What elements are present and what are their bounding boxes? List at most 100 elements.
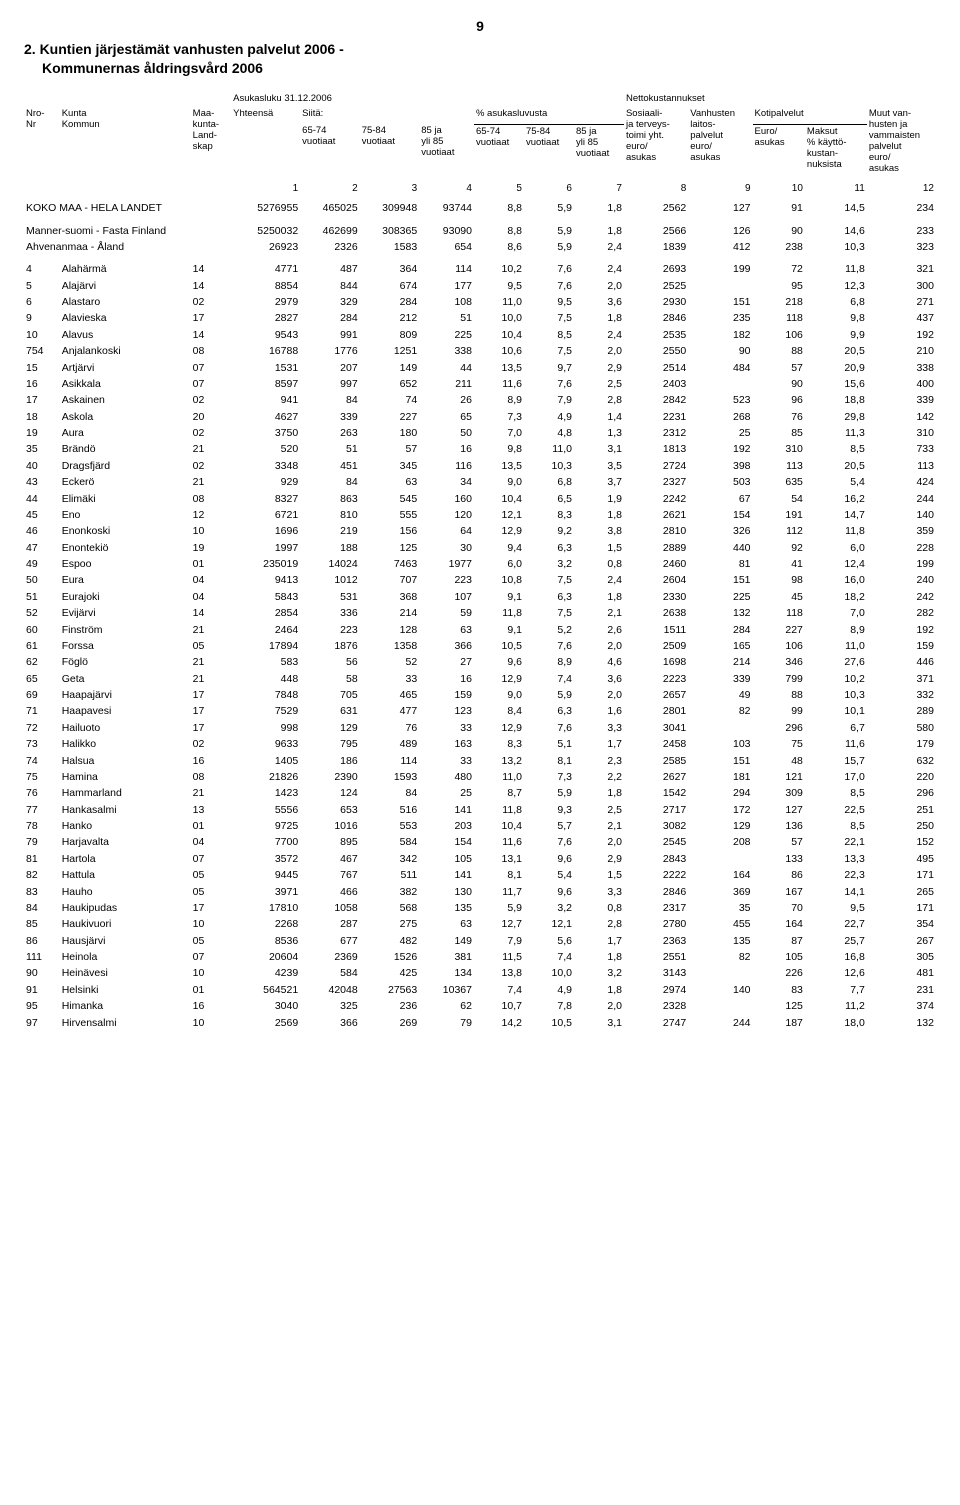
cell: 282 xyxy=(867,605,936,621)
cell: 1542 xyxy=(624,785,688,801)
cell: 3572 xyxy=(231,851,300,867)
cell: 10,7 xyxy=(474,998,524,1014)
cell: 164 xyxy=(753,916,805,932)
cell: 346 xyxy=(753,654,805,670)
cell: 126 xyxy=(688,222,752,238)
cell: 1526 xyxy=(360,949,420,965)
cell: 250 xyxy=(867,818,936,834)
cell: 02 xyxy=(191,294,231,310)
cell: 227 xyxy=(753,621,805,637)
cell: 13 xyxy=(191,801,231,817)
cell: 50 xyxy=(419,425,474,441)
cell: 5250032 xyxy=(231,222,300,238)
cell: 14,2 xyxy=(474,1014,524,1030)
cell: 43 xyxy=(24,474,60,490)
cell: 11,7 xyxy=(474,883,524,899)
cell: 84 xyxy=(24,900,60,916)
cell: 1,8 xyxy=(574,785,624,801)
column-numbers-row: 1 2 3 4 5 6 7 8 9 10 11 12 xyxy=(24,177,936,200)
cell: 51 xyxy=(419,310,474,326)
cell: 15,6 xyxy=(805,376,867,392)
cell: 271 xyxy=(867,294,936,310)
cell: 516 xyxy=(360,801,420,817)
cell: 223 xyxy=(300,621,360,637)
cell: 3,8 xyxy=(574,523,624,539)
cell: 10,3 xyxy=(805,239,867,255)
cell: 225 xyxy=(688,589,752,605)
cell: 149 xyxy=(419,932,474,948)
cell: 9,3 xyxy=(524,801,574,817)
municipality-name: Harjavalta xyxy=(60,834,191,850)
cell: 400 xyxy=(867,376,936,392)
cell: 90 xyxy=(24,965,60,981)
cell: 211 xyxy=(419,376,474,392)
cell: 4627 xyxy=(231,408,300,424)
table-row: 5Alajärvi1488548446741779,57,62,02525951… xyxy=(24,277,936,293)
cell: 1977 xyxy=(419,556,474,572)
cell: 2930 xyxy=(624,294,688,310)
cell: 2827 xyxy=(231,310,300,326)
municipality-name: Forssa xyxy=(60,638,191,654)
cell: 227 xyxy=(360,408,420,424)
cell: 20,5 xyxy=(805,343,867,359)
cell: 76 xyxy=(24,785,60,801)
cell: 7,5 xyxy=(524,572,574,588)
cell: 5276955 xyxy=(231,200,300,216)
cell: 8,3 xyxy=(524,507,574,523)
cell: 844 xyxy=(300,277,360,293)
cell: 21 xyxy=(191,474,231,490)
cell: 18,2 xyxy=(805,589,867,605)
cell xyxy=(688,998,752,1014)
cell: 941 xyxy=(231,392,300,408)
cell: 25 xyxy=(688,425,752,441)
cell: 325 xyxy=(300,998,360,1014)
cell: 11,0 xyxy=(474,769,524,785)
cell: 17810 xyxy=(231,900,300,916)
cell: 0,8 xyxy=(574,556,624,572)
hdr-p75-84: 75-84 vuotiaat xyxy=(524,124,574,177)
cell: 199 xyxy=(867,556,936,572)
cell: 309 xyxy=(753,785,805,801)
cell: 1698 xyxy=(624,654,688,670)
cell: 12,6 xyxy=(805,965,867,981)
cell: 8,4 xyxy=(474,703,524,719)
cell: 2509 xyxy=(624,638,688,654)
cell: 11,2 xyxy=(805,998,867,1014)
cell: 18 xyxy=(24,408,60,424)
cell: 631 xyxy=(300,703,360,719)
cell: 1696 xyxy=(231,523,300,539)
cell: 424 xyxy=(867,474,936,490)
cell: 10,4 xyxy=(474,818,524,834)
cell: 235 xyxy=(688,310,752,326)
cell: 4,9 xyxy=(524,982,574,998)
cell: 11,0 xyxy=(474,294,524,310)
cell: 51 xyxy=(24,589,60,605)
cell: 2889 xyxy=(624,539,688,555)
cell: 466 xyxy=(300,883,360,899)
cell: 186 xyxy=(300,752,360,768)
cell: 11,0 xyxy=(524,441,574,457)
cell xyxy=(688,277,752,293)
cell: 2464 xyxy=(231,621,300,637)
cell: 2974 xyxy=(624,982,688,998)
cell: 7,4 xyxy=(474,982,524,998)
cell: 62 xyxy=(419,998,474,1014)
cell: 65 xyxy=(24,670,60,686)
cell: 98 xyxy=(753,572,805,588)
cell: 240 xyxy=(867,572,936,588)
cell: 15,7 xyxy=(805,752,867,768)
cell: 70 xyxy=(753,900,805,916)
cell: 140 xyxy=(688,982,752,998)
group-name: Ahvenanmaa - Åland xyxy=(24,239,231,255)
cell: 10,2 xyxy=(474,261,524,277)
cell: 2,2 xyxy=(574,769,624,785)
cell: 1,4 xyxy=(574,408,624,424)
cell: 47 xyxy=(24,539,60,555)
cell: 180 xyxy=(360,425,420,441)
cell: 733 xyxy=(867,441,936,457)
cell: 88 xyxy=(753,343,805,359)
table-row: 81Hartola07357246734210513,19,62,9284313… xyxy=(24,851,936,867)
cell: 08 xyxy=(191,769,231,785)
cell: 4239 xyxy=(231,965,300,981)
cell: 3,6 xyxy=(574,294,624,310)
